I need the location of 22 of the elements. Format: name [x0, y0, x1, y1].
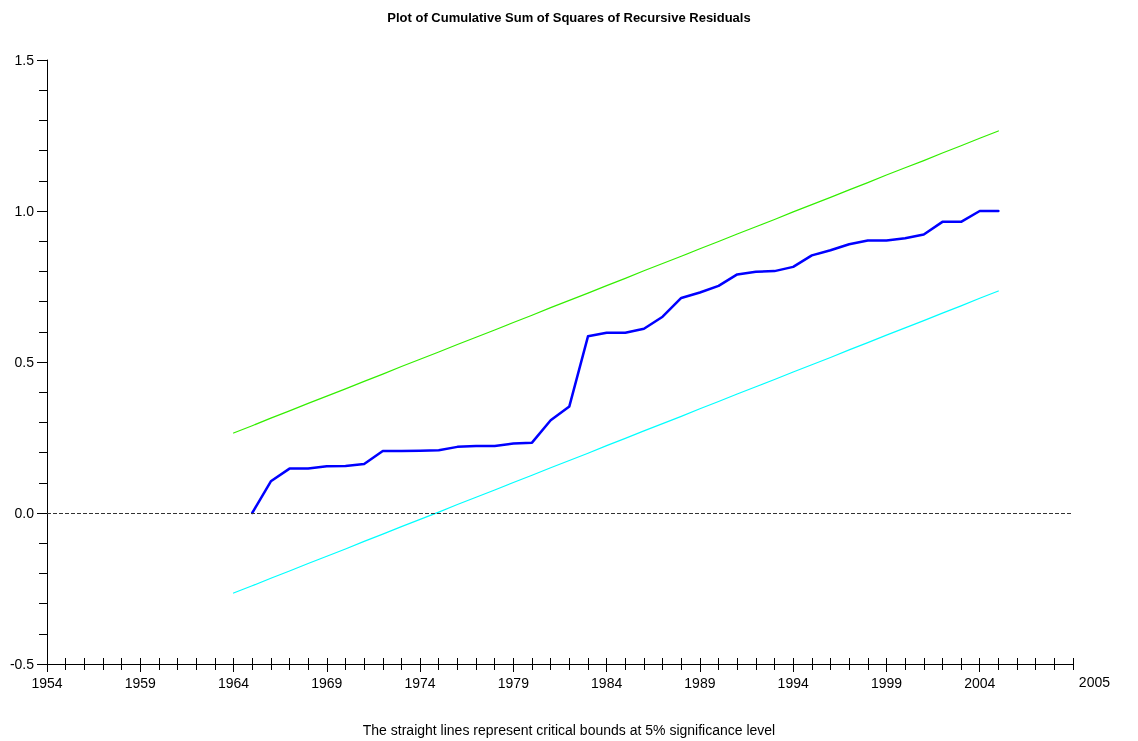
x-tick-label: 1994: [777, 675, 809, 691]
x-tick-label: 1984: [591, 675, 623, 691]
chart-title: Plot of Cumulative Sum of Squares of Recursive Residuals: [387, 10, 751, 25]
x-axis-title: 2005: [1078, 674, 1111, 690]
x-tick-label: 1989: [684, 675, 716, 691]
line-series: [232, 130, 999, 434]
x-tick-label: 1979: [497, 675, 530, 691]
y-tick-label: 1.5: [14, 52, 35, 68]
x-tick-label: 2004: [964, 675, 996, 691]
y-tick-label: 0.5: [14, 354, 35, 370]
y-tick-label: -0.5: [9, 656, 35, 672]
x-tick-label: 1959: [124, 675, 157, 691]
x-tick-label: 1974: [404, 675, 436, 691]
x-tick-label: 1954: [31, 675, 63, 691]
x-tick-label: 1969: [311, 675, 343, 691]
x-tick-label: 1964: [217, 675, 250, 691]
line-series: [232, 290, 999, 594]
text: The straight lines represent critical bounds at 5% significance level: [362, 722, 776, 738]
x-tick-label: 1999: [870, 675, 903, 691]
y-tick-label: 0.0: [14, 505, 35, 521]
y-tick-label: 1.0: [14, 203, 35, 219]
line-series: [250, 209, 1000, 515]
